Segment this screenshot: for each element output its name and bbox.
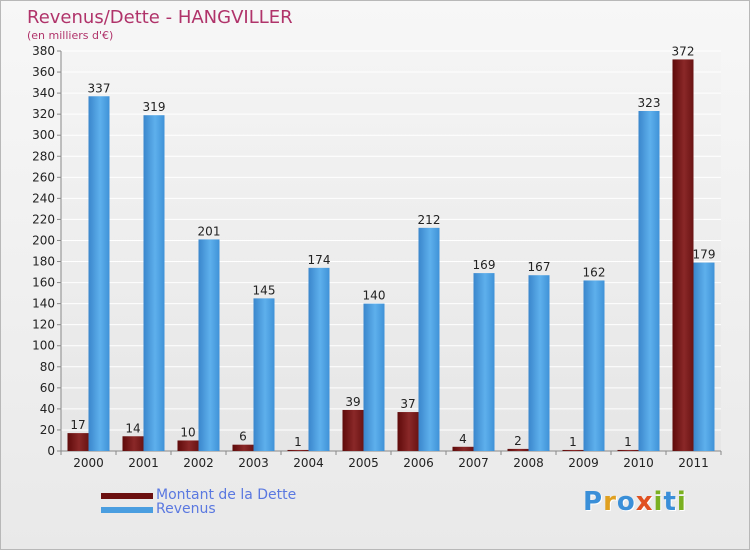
bar-debt [507, 448, 529, 451]
chart-title: Revenus/Dette - HANGVILLER [27, 7, 293, 28]
bar-debt [67, 433, 89, 451]
bar-debt [397, 412, 419, 451]
bar-revenue [693, 262, 715, 451]
logo-letter: i [676, 487, 687, 517]
legend-label-debt: Montant de la Dette [156, 487, 297, 503]
y-tick-label: 360 [32, 65, 55, 79]
data-label-revenue: 145 [253, 283, 276, 297]
y-tick-label: 160 [32, 276, 55, 290]
x-tick-label: 2008 [513, 456, 544, 470]
logo-letter: x [635, 487, 654, 517]
logo-letter: o [616, 487, 636, 517]
y-tick-label: 380 [32, 44, 55, 58]
data-label-revenue: 174 [308, 253, 331, 267]
chart-subtitle: (en milliers d'€) [27, 29, 114, 42]
data-label-revenue: 169 [473, 258, 496, 272]
y-tick-label: 300 [32, 128, 55, 142]
bar-debt [232, 444, 254, 451]
x-tick-label: 2009 [568, 456, 599, 470]
y-tick-label: 320 [32, 107, 55, 121]
legend-swatch-debt [101, 493, 153, 499]
data-label-debt: 4 [459, 432, 467, 446]
data-label-revenue: 201 [198, 224, 221, 238]
data-label-revenue: 319 [143, 100, 166, 114]
y-tick-label: 280 [32, 149, 55, 163]
y-tick-label: 0 [47, 444, 55, 458]
bar-debt [452, 446, 474, 451]
y-tick-label: 60 [40, 381, 55, 395]
y-tick-label: 20 [40, 423, 55, 437]
x-tick-label: 2002 [183, 456, 214, 470]
y-tick-label: 200 [32, 233, 55, 247]
data-label-revenue: 140 [363, 289, 386, 303]
bar-revenue [253, 298, 275, 451]
y-tick-label: 100 [32, 339, 55, 353]
x-tick-label: 2006 [403, 456, 434, 470]
bar-debt [617, 449, 639, 451]
y-tick-label: 240 [32, 191, 55, 205]
bar-debt [177, 440, 199, 451]
bar-revenue [88, 96, 110, 452]
bar-revenue [528, 275, 550, 451]
data-label-revenue: 337 [88, 81, 111, 95]
logo-letter: P [583, 487, 604, 517]
x-tick-label: 2004 [293, 456, 324, 470]
x-tick-label: 2011 [678, 456, 709, 470]
y-tick-label: 220 [32, 212, 55, 226]
logo-letter: t [663, 487, 677, 517]
data-label-debt: 14 [125, 421, 140, 435]
y-tick-label: 180 [32, 255, 55, 269]
x-tick-label: 2003 [238, 456, 269, 470]
bar-debt [562, 449, 584, 451]
data-label-debt: 17 [70, 418, 85, 432]
data-label-debt: 372 [672, 44, 695, 58]
y-tick-label: 80 [40, 360, 55, 374]
data-label-debt: 1 [569, 435, 577, 449]
bar-debt [122, 436, 144, 451]
data-label-revenue: 162 [583, 265, 606, 279]
bar-revenue [143, 115, 165, 452]
data-label-debt: 1 [624, 435, 632, 449]
y-tick-label: 40 [40, 402, 55, 416]
data-label-revenue: 167 [528, 260, 551, 274]
data-label-revenue: 212 [418, 213, 441, 227]
bar-revenue [198, 239, 220, 451]
data-label-debt: 2 [514, 434, 522, 448]
x-tick-label: 2007 [458, 456, 489, 470]
bar-debt [287, 449, 309, 451]
plot-area [61, 51, 721, 451]
bar-debt [342, 409, 364, 451]
x-tick-label: 2001 [128, 456, 159, 470]
data-label-debt: 10 [180, 425, 195, 439]
bar-revenue [473, 273, 495, 451]
x-tick-label: 2000 [73, 456, 104, 470]
y-tick-label: 120 [32, 318, 55, 332]
proxiti-logo: Proxiti [583, 487, 687, 517]
bar-revenue [638, 111, 660, 451]
logo-letter: r [603, 487, 617, 517]
bar-revenue [583, 280, 605, 451]
data-label-debt: 1 [294, 435, 302, 449]
y-tick-label: 140 [32, 297, 55, 311]
y-tick-label: 340 [32, 86, 55, 100]
bar-debt [672, 59, 694, 451]
logo-letter: i [653, 487, 664, 517]
bar-revenue [308, 267, 330, 451]
data-label-debt: 39 [345, 395, 360, 409]
y-tick-label: 260 [32, 170, 55, 184]
x-tick-label: 2005 [348, 456, 379, 470]
data-label-revenue: 179 [693, 248, 716, 262]
data-label-debt: 6 [239, 430, 247, 444]
bar-revenue [418, 227, 440, 451]
legend-swatch-revenue [101, 507, 153, 513]
data-label-debt: 37 [400, 397, 415, 411]
bar-revenue [363, 303, 385, 451]
x-tick-label: 2010 [623, 456, 654, 470]
data-label-revenue: 323 [638, 96, 661, 110]
legend-label-revenue: Revenus [156, 501, 216, 517]
